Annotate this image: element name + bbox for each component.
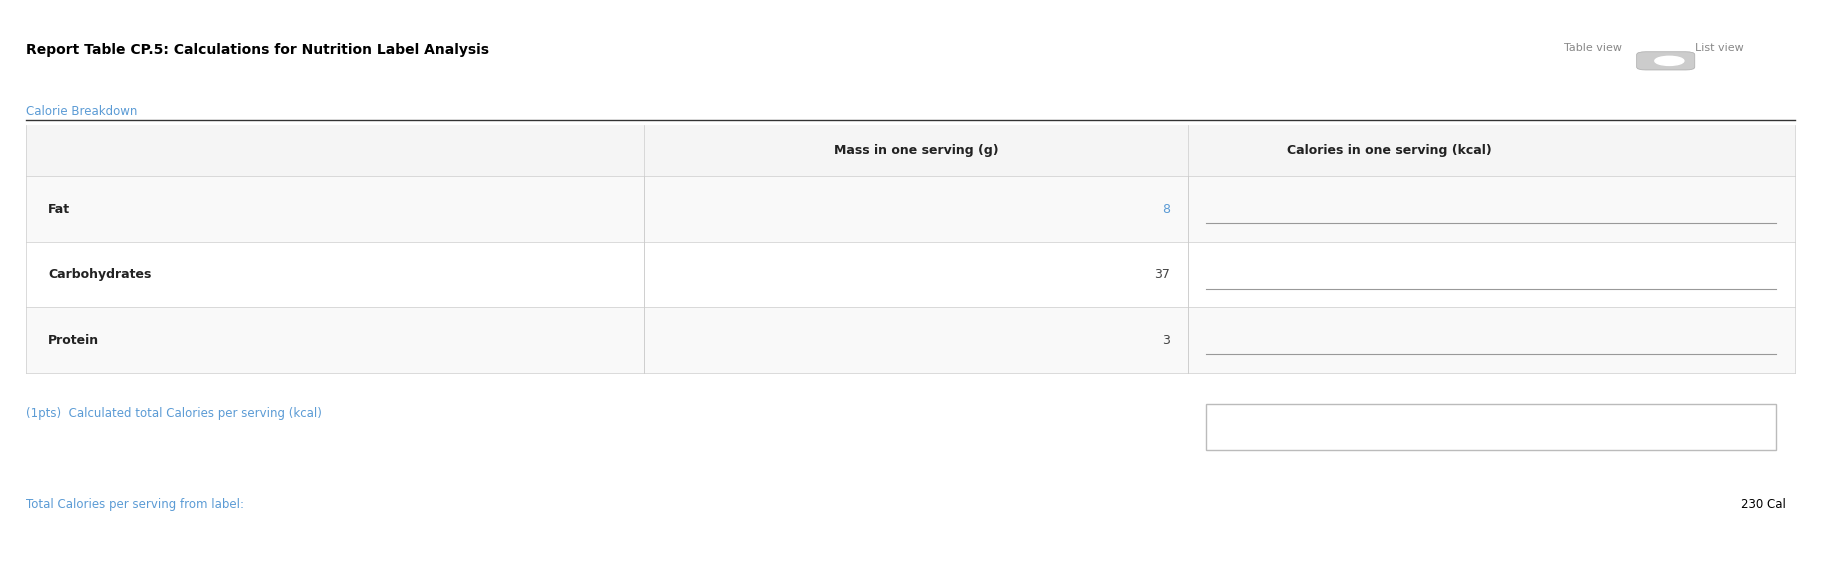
FancyBboxPatch shape [25,125,1796,177]
FancyBboxPatch shape [25,177,1796,242]
Text: Calories in one serving (kcal): Calories in one serving (kcal) [1287,144,1491,158]
Text: Carbohydrates: Carbohydrates [47,268,151,281]
FancyBboxPatch shape [1207,404,1777,450]
Text: 37: 37 [1155,268,1171,281]
Text: List view: List view [1695,43,1743,53]
FancyBboxPatch shape [25,242,1796,308]
Text: (1pts)  Calculated total Calories per serving (kcal): (1pts) Calculated total Calories per ser… [25,407,322,420]
Text: Report Table CP.5: Calculations for Nutrition Label Analysis: Report Table CP.5: Calculations for Nutr… [25,43,490,57]
Text: Protein: Protein [47,334,100,347]
Text: 3: 3 [1162,334,1171,347]
Text: Total Calories per serving from label:: Total Calories per serving from label: [25,498,244,511]
FancyBboxPatch shape [1637,52,1695,70]
Text: 8: 8 [1162,203,1171,216]
Circle shape [1655,56,1684,66]
Text: Table view: Table view [1564,43,1623,53]
FancyBboxPatch shape [25,308,1796,373]
Text: Fat: Fat [47,203,71,216]
Text: Mass in one serving (g): Mass in one serving (g) [834,144,998,158]
Text: 230 Cal: 230 Cal [1741,498,1786,511]
Text: Calorie Breakdown: Calorie Breakdown [25,105,138,118]
